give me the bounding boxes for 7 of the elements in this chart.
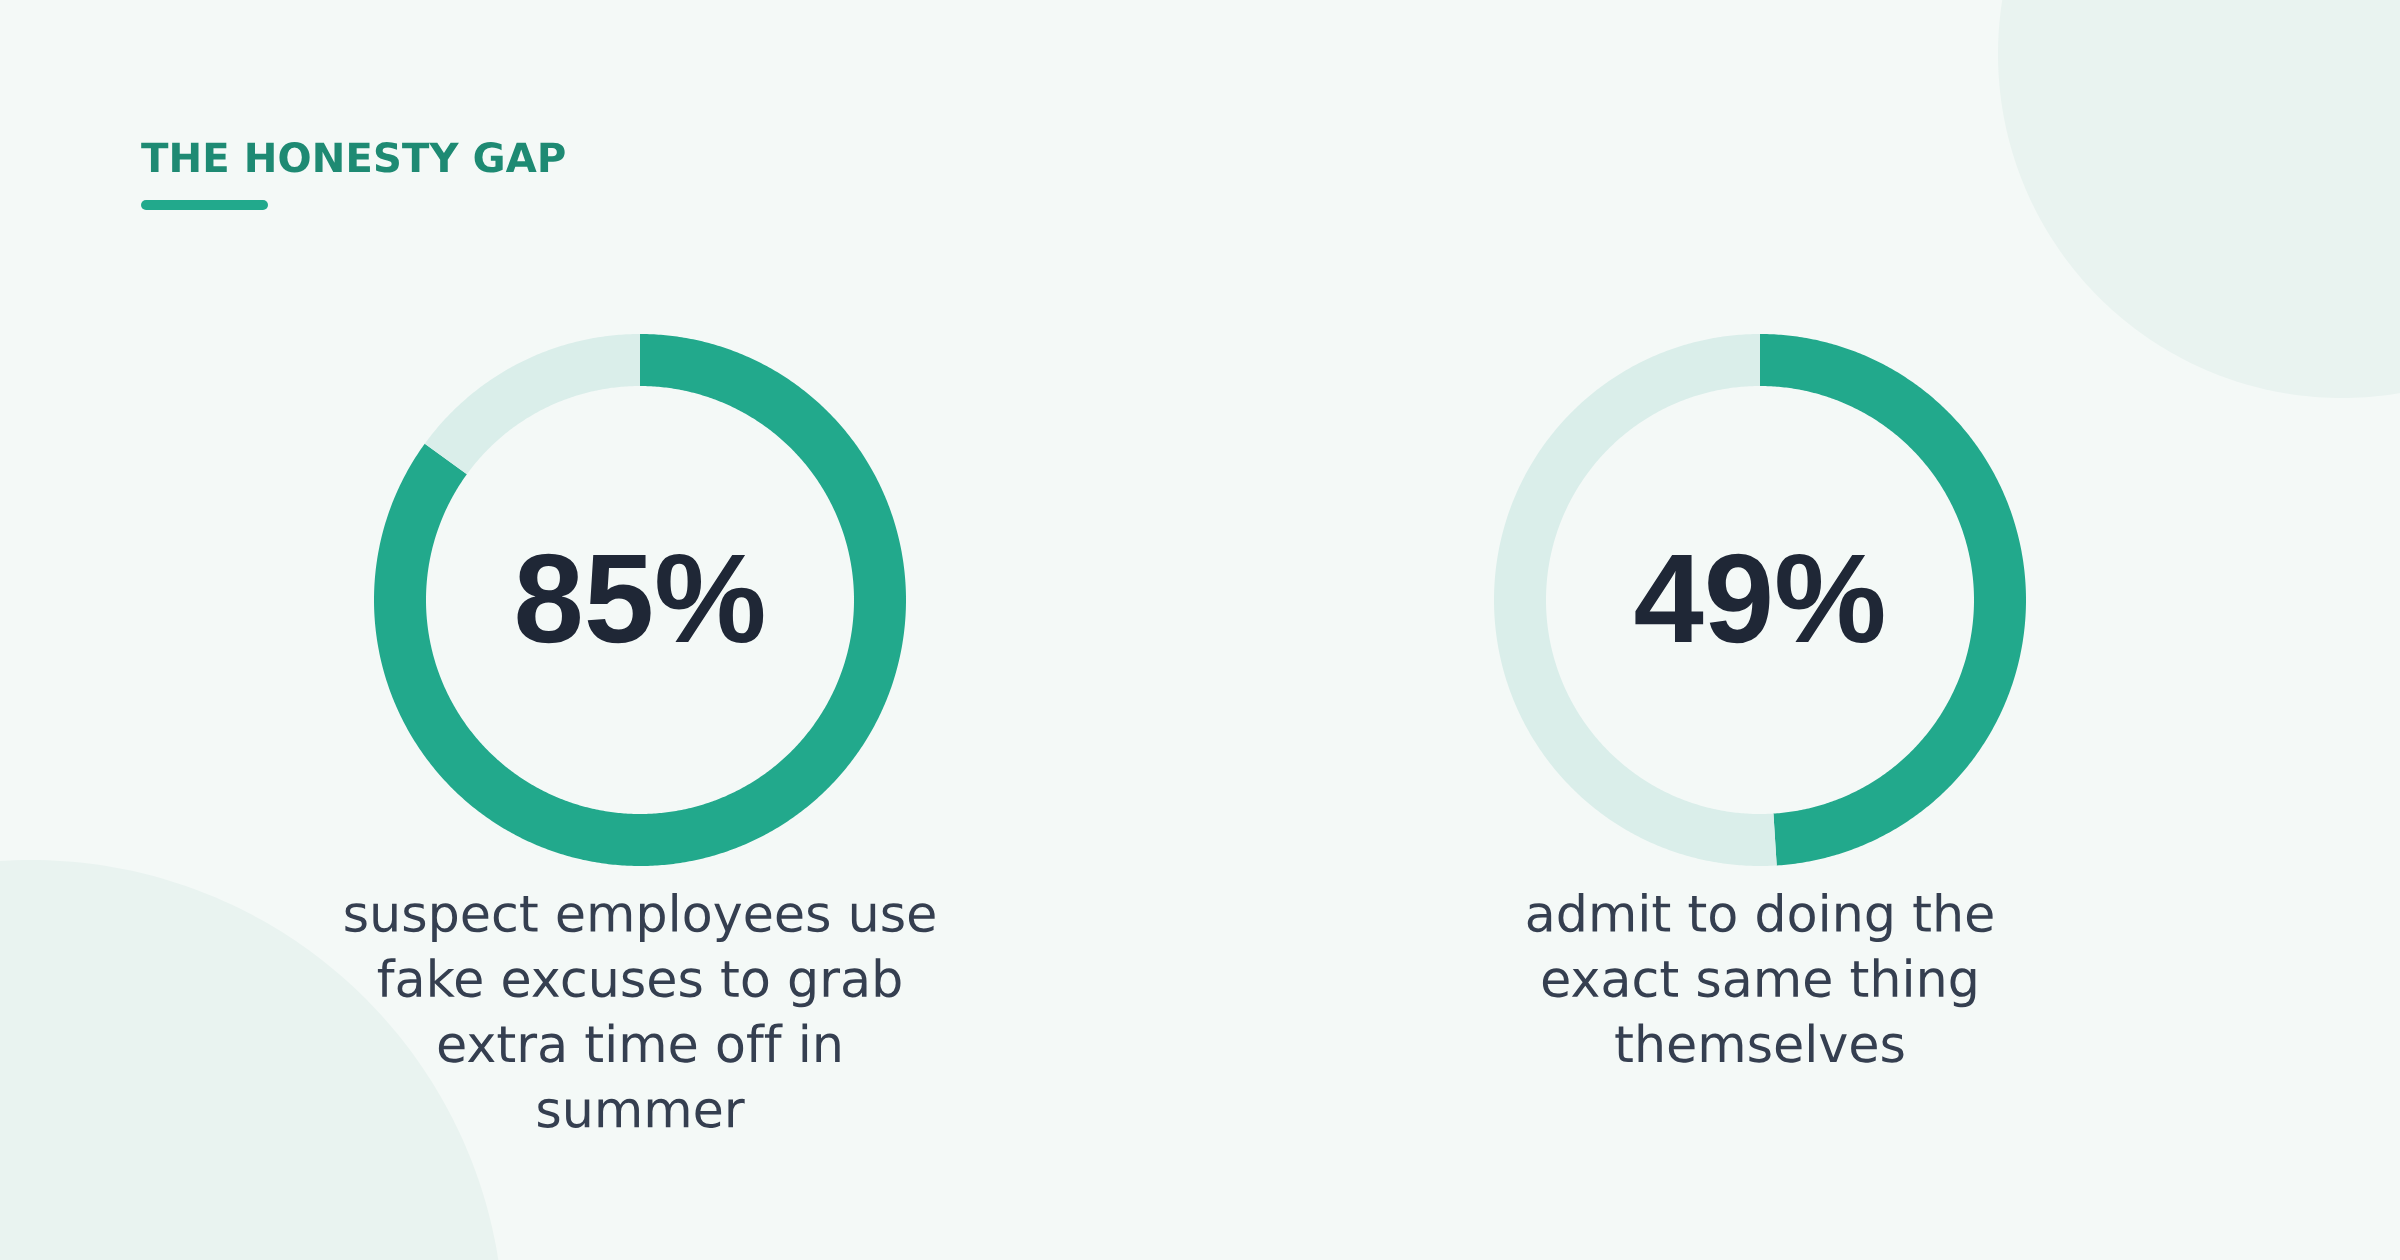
donut-slice xyxy=(374,334,906,866)
text: admit to doing the exact same thing themselves xyxy=(1527,893,1993,1063)
text: suspect employees use fake excuses to grab extra time off in summer xyxy=(345,893,935,1128)
chart-title: THE HONESTY GAP xyxy=(141,142,565,173)
donut-slice xyxy=(424,334,640,475)
text: 49% xyxy=(1635,553,1884,644)
text: 85% xyxy=(517,553,764,644)
